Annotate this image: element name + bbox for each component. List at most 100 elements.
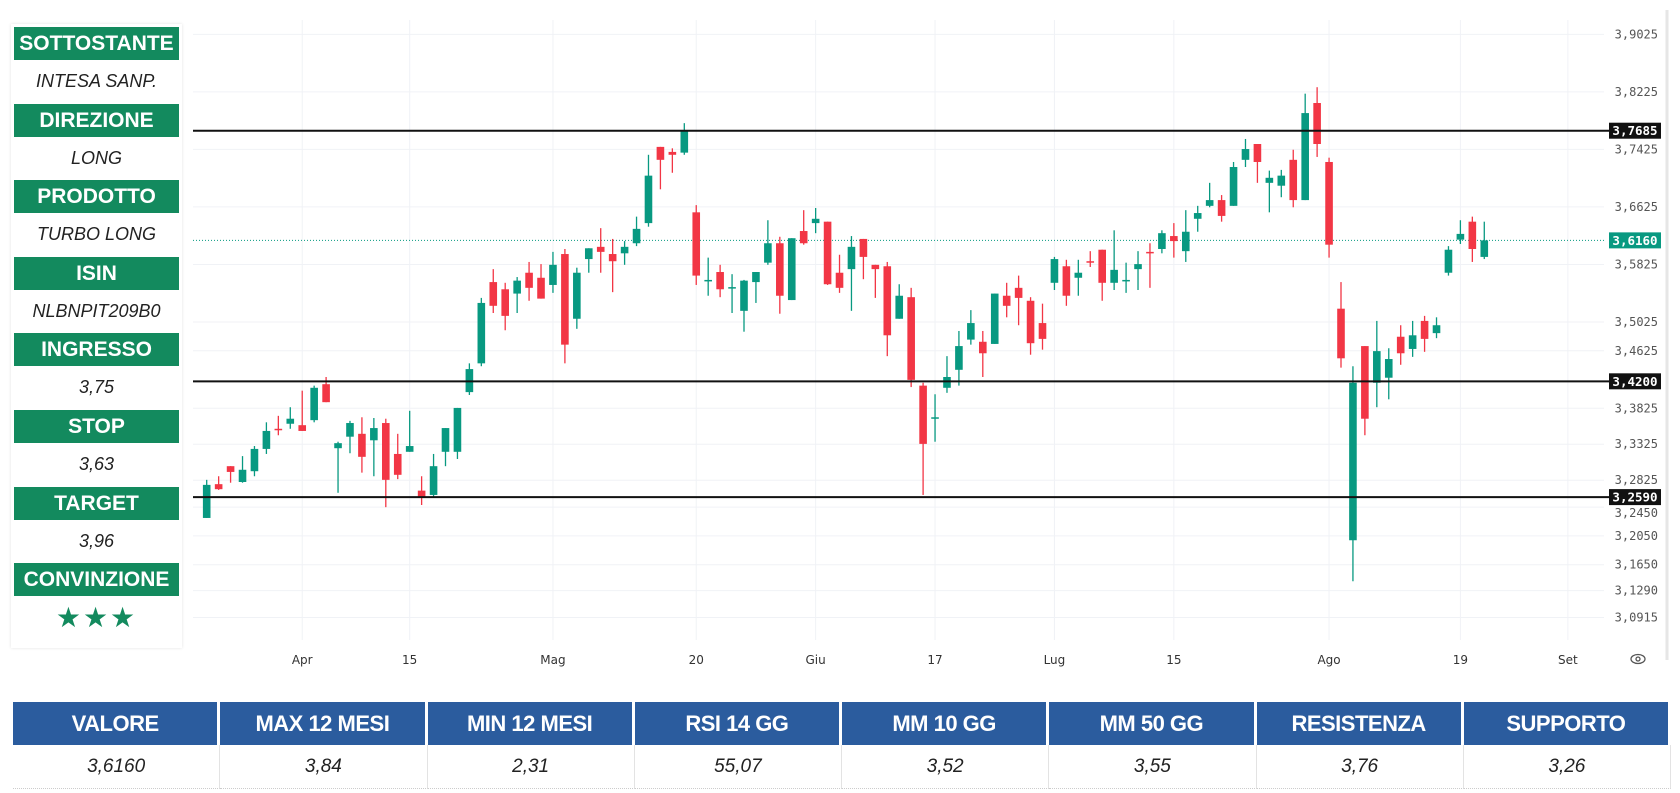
table-header: RSI 14 GG [634,702,842,745]
value-prodotto: TURBO LONG [36,224,156,245]
eye-icon[interactable] [1630,653,1646,665]
candle-up [370,428,378,441]
candle-up [764,243,772,263]
candle-down [1086,261,1095,263]
candle-down [668,151,677,155]
candle-up [1480,240,1489,257]
table-header: MIN 12 MESI [427,702,635,745]
candle-down [859,238,868,257]
y-tick-label: 3,0915 [1615,611,1658,625]
candle-down [1002,295,1011,306]
candle-down [1289,159,1298,201]
candle-down [979,341,987,354]
candle-up [811,218,820,224]
x-tick-label: 19 [1453,653,1468,667]
y-tick-label: 3,2050 [1615,529,1658,543]
candle-up [286,418,295,424]
candle-up [1265,177,1274,183]
candle-up [644,175,653,224]
value-isin: NLBNPIT209B0 [32,300,161,321]
candle-down [608,254,617,262]
candle-down [907,297,915,380]
candle-up [1432,325,1441,334]
table-cell: 55,07 [634,745,842,789]
table-header: MM 10 GG [842,702,1050,745]
last-price-label: 3,6160 [1612,233,1657,248]
candle-up [1456,233,1465,240]
table-header: MAX 12 MESI [220,702,428,745]
x-tick-label: Set [1558,653,1578,667]
table-cell: 3,84 [220,745,428,789]
table-cell: 3,26 [1463,745,1671,789]
candle-down [1062,266,1071,296]
label-stop: STOP [14,410,179,443]
candle-down [489,282,498,306]
candle-down [1098,249,1106,283]
candle-up [1205,200,1214,206]
candle-up [202,484,211,518]
value-ingresso: 3,75 [78,377,115,398]
candle-up [1373,351,1381,383]
candle-up [1181,231,1190,252]
trade-info-panel: SOTTOSTANTE INTESA SANP. DIREZIONE LONG PROD… [11,24,182,648]
candle-up [752,272,760,283]
table-cell: 3,6160 [13,745,221,789]
y-tick-label: 3,1290 [1615,584,1658,598]
candle-up [573,272,581,319]
y-tick-label: 3,5825 [1615,257,1658,271]
candle-down [1337,308,1345,359]
y-tick-label: 3,6625 [1615,200,1658,214]
candle-up [1193,213,1202,219]
candle-down [358,433,366,457]
candle-down [835,272,844,288]
candle-up [405,446,414,452]
value-sottostante: INTESA SANP. [35,71,158,91]
level-price-label: 3,2590 [1612,490,1657,505]
level-price-tag [1609,489,1661,506]
candle-up [1408,335,1417,349]
candle-down [919,385,927,444]
candle-down [1325,161,1333,245]
candle-down [322,384,330,403]
candle-down [1420,320,1429,339]
candle-down [1026,300,1035,344]
x-tick-label: 20 [689,653,704,667]
label-sottostante: SOTTOSTANTE [14,27,179,60]
candle-up [584,248,593,260]
candle-down [382,423,390,480]
label-direzione: DIREZIONE [14,103,179,137]
candle-down [823,221,832,285]
x-tick-label: 15 [1166,653,1181,667]
candle-down [501,289,509,316]
candle-down [692,212,701,276]
x-tick-label: Giu [806,653,826,667]
candle-up [1050,259,1059,283]
candle-down [1146,251,1154,254]
level-price-tag [1609,373,1661,390]
last-price-tag [1609,232,1661,249]
candle-up [334,443,342,449]
candle-up [1134,264,1142,270]
table-header: VALORE [13,702,221,745]
x-tick-label: Ago [1317,653,1340,667]
candlestick-chart: Apr 15 Mag 20 Giu 17 Lug 15 Ago 19 Set 3,9025 3,8225… [193,10,1669,667]
table-header: RESISTENZA [1256,702,1464,745]
label-isin: ISIN [14,256,179,290]
candle-down [1170,236,1178,242]
candle-down [537,277,545,299]
candle-down [1014,287,1023,298]
y-tick-label: 3,9025 [1615,27,1658,41]
candle-down [1361,346,1369,419]
candle-up [441,428,450,452]
candle-up [895,295,904,319]
candle-up [1444,249,1453,273]
candle-down [561,254,569,345]
candle-up [262,430,271,449]
candle-down [883,266,892,336]
candle-down [214,484,223,490]
candle-down [274,428,283,431]
label-target: TARGET [14,486,179,520]
candle-down [799,231,808,244]
candle-up [250,448,259,472]
x-tick-label: Lug [1044,653,1066,667]
